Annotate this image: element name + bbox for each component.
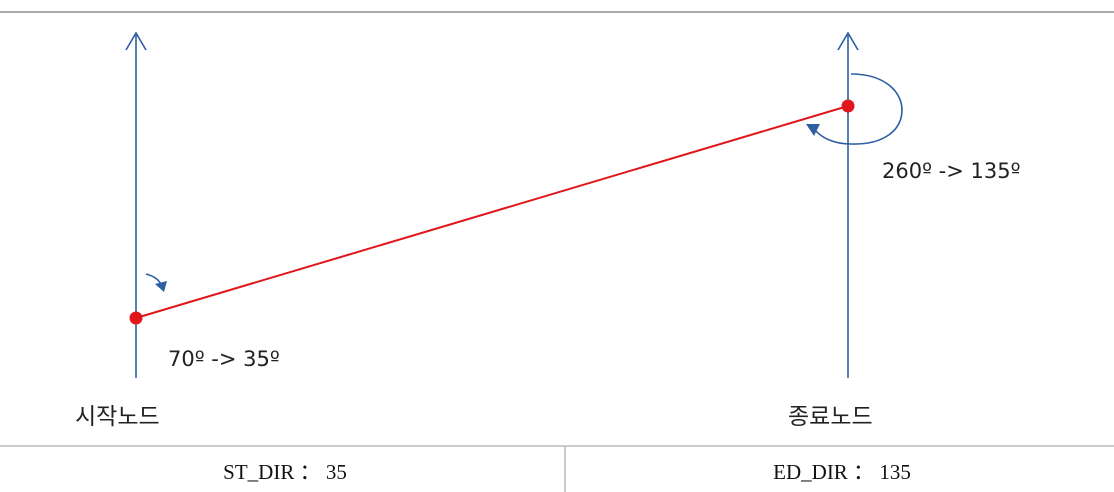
end-rotation-arrow-icon xyxy=(814,73,903,145)
start-node-dot xyxy=(129,311,143,325)
link-line xyxy=(135,105,849,319)
end-north-arrowhead-icon xyxy=(837,31,859,51)
end-node-dot xyxy=(841,99,855,113)
ed-dir-cell: ED_DIR ： 135 xyxy=(773,460,911,484)
end-node-label: 종료노드 xyxy=(788,404,873,430)
end-rotation-arrowhead-icon xyxy=(806,124,820,136)
start-node-label: 시작노드 xyxy=(75,404,160,430)
start-north-arrowhead-icon xyxy=(125,31,147,51)
start-angle-text: 70º -> 35º xyxy=(168,347,280,371)
st-dir-cell: ST_DIR ： 35 xyxy=(223,460,347,484)
end-angle-text: 260º -> 135º xyxy=(882,159,1020,183)
start-rotation-arrowhead-icon xyxy=(155,281,167,292)
